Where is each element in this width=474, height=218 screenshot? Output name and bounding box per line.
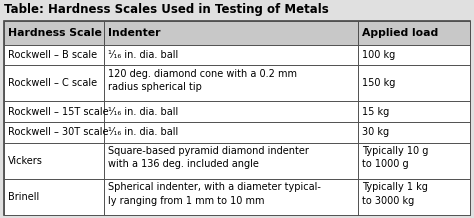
Bar xyxy=(358,122,470,143)
Bar xyxy=(104,122,358,143)
Text: Applied load: Applied load xyxy=(362,28,438,38)
Bar xyxy=(4,21,104,45)
Bar xyxy=(358,45,470,65)
Bar xyxy=(104,45,358,65)
Bar xyxy=(358,65,470,102)
Bar xyxy=(104,21,358,45)
Text: Rockwell – 30T scale: Rockwell – 30T scale xyxy=(8,128,109,137)
Bar xyxy=(4,45,104,65)
Bar xyxy=(104,179,358,215)
Text: 30 kg: 30 kg xyxy=(362,128,389,137)
Bar xyxy=(104,102,358,122)
Text: Rockwell – 15T scale: Rockwell – 15T scale xyxy=(8,107,109,117)
Text: 120 deg. diamond cone with a 0.2 mm
radius spherical tip: 120 deg. diamond cone with a 0.2 mm radi… xyxy=(108,69,297,92)
Text: Brinell: Brinell xyxy=(8,192,39,202)
Bar xyxy=(358,143,470,179)
Text: Spherical indenter, with a diameter typical-
ly ranging from 1 mm to 10 mm: Spherical indenter, with a diameter typi… xyxy=(108,182,321,206)
Text: Vickers: Vickers xyxy=(8,156,43,166)
Text: Typically 1 kg
to 3000 kg: Typically 1 kg to 3000 kg xyxy=(362,182,428,206)
Text: Table: Hardness Scales Used in Testing of Metals: Table: Hardness Scales Used in Testing o… xyxy=(4,3,329,16)
Bar xyxy=(4,102,104,122)
Bar xyxy=(4,122,104,143)
Text: Indenter: Indenter xyxy=(108,28,161,38)
Bar xyxy=(358,21,470,45)
Text: Hardness Scale: Hardness Scale xyxy=(8,28,102,38)
Text: Rockwell – C scale: Rockwell – C scale xyxy=(8,78,97,89)
Bar xyxy=(358,179,470,215)
Text: Rockwell – B scale: Rockwell – B scale xyxy=(8,50,97,60)
Text: Typically 10 g
to 1000 g: Typically 10 g to 1000 g xyxy=(362,146,428,169)
Text: 100 kg: 100 kg xyxy=(362,50,395,60)
Bar xyxy=(104,143,358,179)
Text: ¹⁄₁₆ in. dia. ball: ¹⁄₁₆ in. dia. ball xyxy=(108,128,178,137)
Bar xyxy=(4,179,104,215)
Text: 15 kg: 15 kg xyxy=(362,107,390,117)
Bar xyxy=(4,21,470,215)
Text: ¹⁄₁₆ in. dia. ball: ¹⁄₁₆ in. dia. ball xyxy=(108,107,178,117)
Text: Square-based pyramid diamond indenter
with a 136 deg. included angle: Square-based pyramid diamond indenter wi… xyxy=(108,146,309,169)
Text: ¹⁄₁₆ in. dia. ball: ¹⁄₁₆ in. dia. ball xyxy=(108,50,178,60)
Bar xyxy=(4,65,104,102)
Text: 150 kg: 150 kg xyxy=(362,78,395,89)
Bar xyxy=(358,102,470,122)
Bar xyxy=(4,143,104,179)
Bar xyxy=(104,65,358,102)
